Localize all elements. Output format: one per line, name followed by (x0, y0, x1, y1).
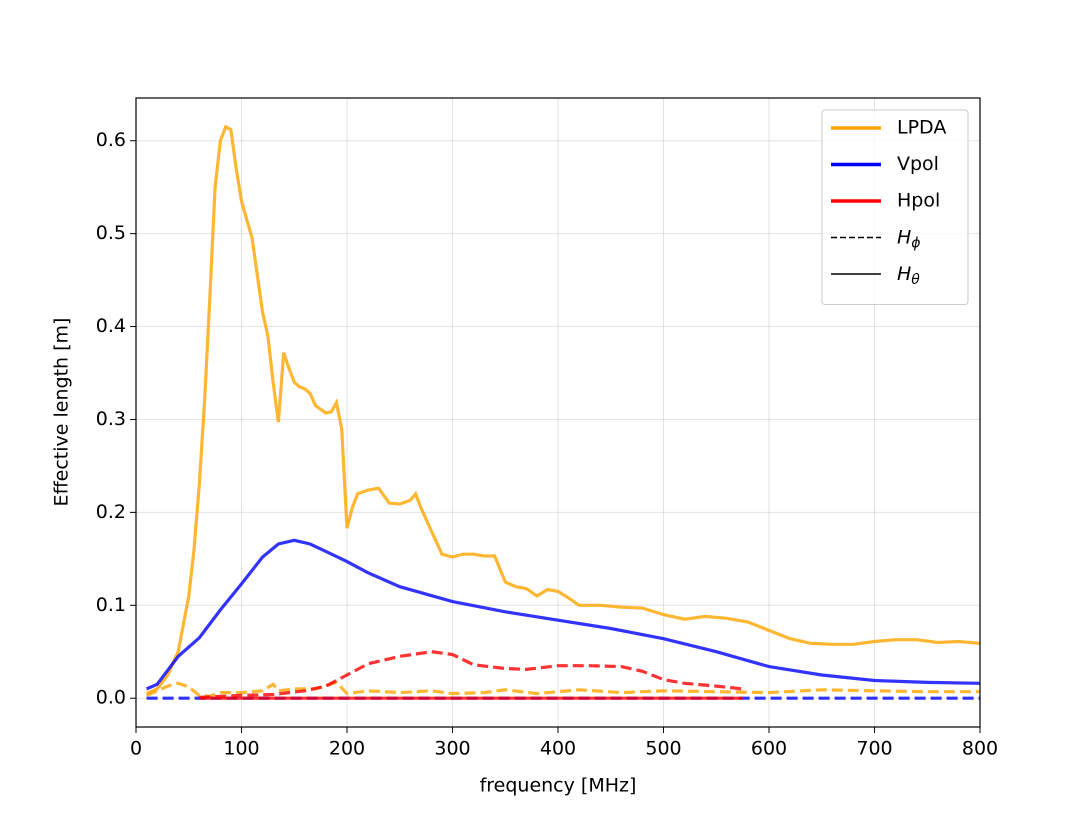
y-tick-label: 0.4 (96, 315, 126, 337)
legend-label-sub: θ (911, 272, 920, 288)
y-tick-label: 0.1 (96, 594, 126, 616)
legend-label: Hϕ (897, 226, 921, 252)
y-tick-label: 0.0 (96, 687, 126, 709)
x-tick-label: 300 (434, 738, 470, 760)
data-line (145, 124, 981, 696)
x-tick-label: 700 (856, 738, 892, 760)
data-line (145, 680, 980, 698)
x-tick-label: 400 (540, 738, 576, 760)
x-tick-label: 200 (329, 738, 365, 760)
y-tick-label: 0.6 (96, 129, 126, 151)
y-tick-label: 0.3 (96, 408, 126, 430)
x-tick-label: 100 (223, 738, 259, 760)
data-line (145, 538, 981, 691)
y-axis-label: Effective length [m] (51, 318, 73, 507)
legend-label-sub: ϕ (911, 236, 920, 252)
x-tick-label: 600 (751, 738, 787, 760)
legend-label-base: H (897, 226, 911, 248)
x-tick-label: 500 (645, 738, 681, 760)
legend-label-base: H (897, 263, 911, 285)
plot-frame (135, 97, 981, 728)
legend-box (821, 109, 969, 305)
x-tick-label: 800 (962, 738, 998, 760)
y-tick-label: 0.2 (96, 501, 126, 523)
data-line (199, 650, 743, 699)
legend-label: Hθ (897, 263, 920, 289)
x-tick-label: 0 (130, 738, 142, 760)
legend-label: LPDA (897, 117, 946, 139)
y-tick-label: 0.5 (96, 222, 126, 244)
legend-label: Hpol (897, 190, 940, 212)
legend-label: Vpol (897, 153, 939, 175)
x-axis-label: frequency [MHz] (480, 775, 637, 797)
